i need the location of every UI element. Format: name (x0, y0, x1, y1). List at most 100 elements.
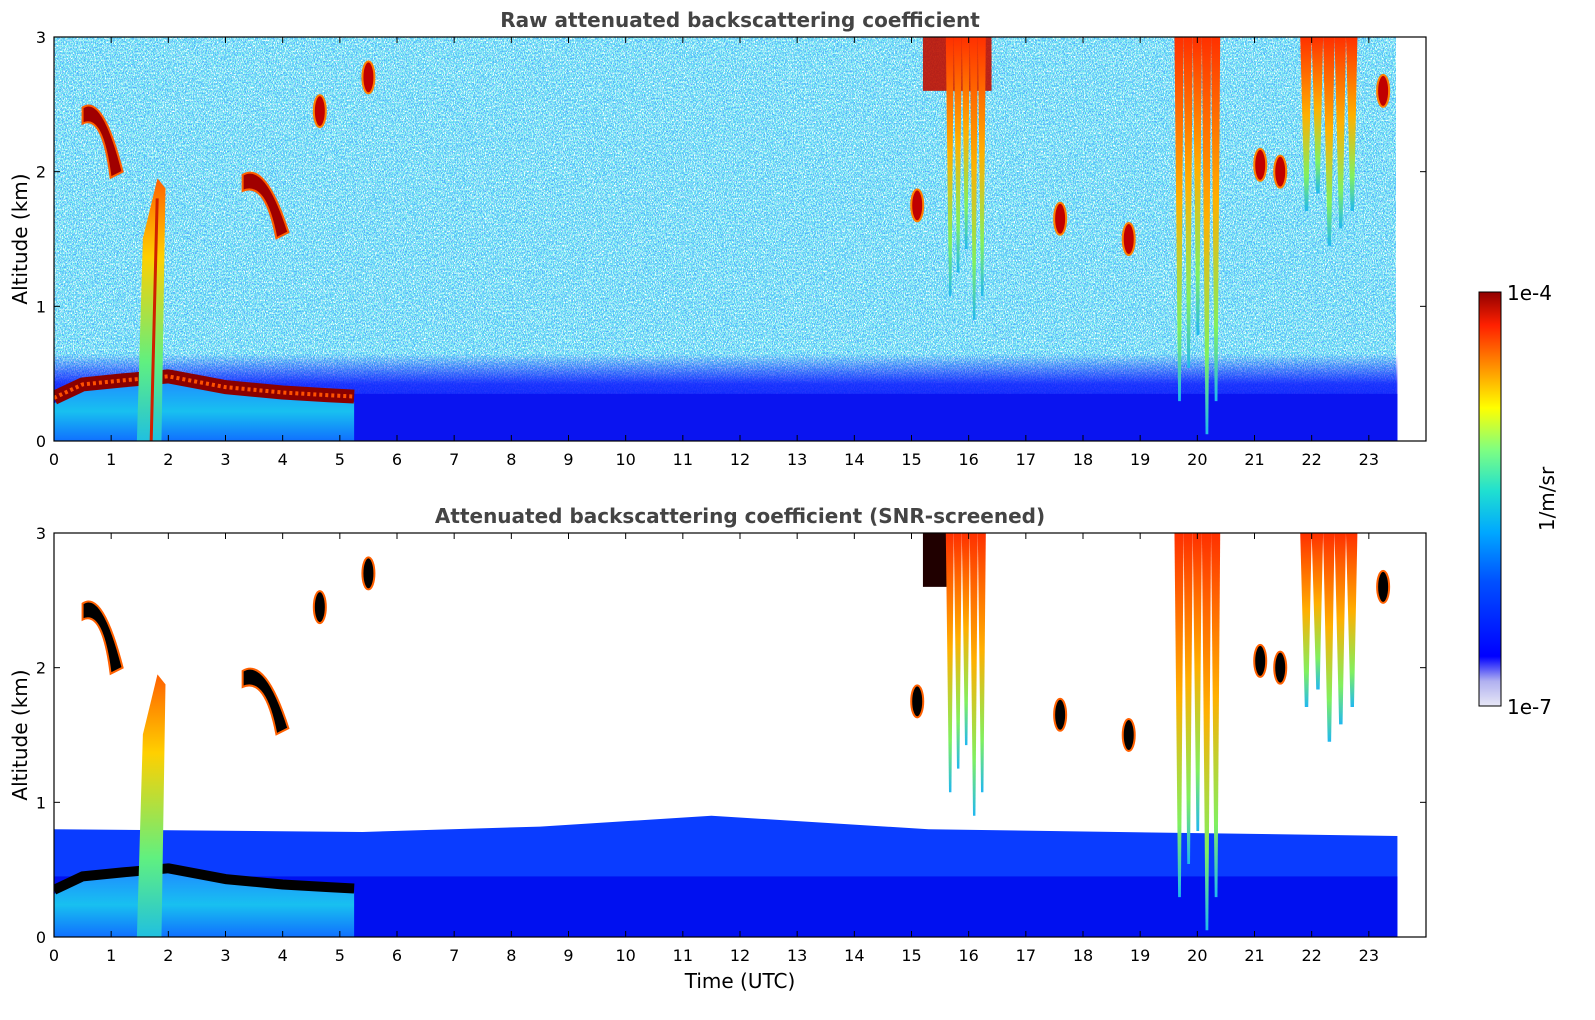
snr-screened-panel: Attenuated backscattering coefficient (S… (8, 504, 1427, 993)
bottom-x-tick-label: 23 (1359, 946, 1379, 965)
bottom-cloud-patch (910, 684, 925, 719)
top-cloud-layer (241, 171, 290, 240)
top-cloud-patch (1253, 147, 1268, 182)
top-y-tick-label: 2 (36, 163, 46, 182)
top-x-tick-label: 1 (106, 450, 116, 469)
bottom-y-axis-label: Altitude (km) (8, 669, 32, 800)
bottom-x-tick-label: 0 (49, 946, 59, 965)
bottom-y-tick-label: 2 (36, 659, 46, 678)
bottom-virga-streak (969, 533, 978, 816)
bottom-cloud-patch (1253, 643, 1268, 678)
top-cloud-patch (1273, 154, 1288, 189)
bottom-virga-streak (1311, 533, 1324, 690)
bottom-panel-title: Attenuated backscattering coefficient (S… (435, 504, 1045, 528)
top-virga-streak (1174, 37, 1184, 402)
bottom-precipitation-column (136, 674, 166, 937)
top-y-tick-label: 0 (36, 432, 46, 451)
bottom-cloud-patch (1273, 650, 1288, 685)
colorbar-gradient (1478, 291, 1502, 707)
bottom-x-tick-label: 19 (1130, 946, 1150, 965)
colorbar-min-label: 1e-7 (1507, 695, 1552, 719)
top-virga-streak (969, 37, 978, 320)
bottom-x-tick-label: 10 (615, 946, 635, 965)
bottom-virga-streak (953, 533, 962, 769)
bottom-x-tick-label: 20 (1187, 946, 1207, 965)
top-virga-streak (945, 37, 954, 297)
top-cloud-patch (1053, 201, 1068, 236)
top-cloud-patch (1376, 73, 1391, 108)
top-virga-streak (961, 37, 970, 250)
top-x-tick-label: 5 (335, 450, 345, 469)
top-virga-streak (1300, 37, 1312, 211)
bottom-cloud-patch (361, 556, 376, 591)
top-boundary-layer-aerosol (54, 381, 355, 441)
top-x-tick-label: 3 (220, 450, 230, 469)
top-virga-streak (1201, 37, 1212, 435)
bottom-virga-streak (961, 533, 970, 746)
x-axis-label: Time (UTC) (684, 969, 796, 993)
top-virga-streak (1311, 37, 1324, 194)
top-panel-title: Raw attenuated backscattering coefficien… (500, 8, 980, 32)
top-no-data-region (1397, 37, 1426, 441)
bottom-x-tick-label: 14 (844, 946, 864, 965)
colorbar-max-label: 1e-4 (1507, 281, 1552, 305)
top-x-tick-label: 11 (673, 450, 693, 469)
top-x-tick-label: 8 (506, 450, 516, 469)
bottom-virga-streak (945, 533, 954, 793)
bottom-cloud-layer (81, 600, 124, 676)
top-y-tick-label: 1 (36, 297, 46, 316)
top-x-tick-label: 19 (1130, 450, 1150, 469)
top-x-tick-label: 14 (844, 450, 864, 469)
bottom-virga-streak (977, 533, 986, 793)
top-virga-streak (1334, 37, 1346, 229)
top-x-tick-label: 22 (1301, 450, 1321, 469)
top-virga-streak (977, 37, 986, 297)
bottom-y-tick-label: 0 (36, 928, 46, 947)
top-virga-streak (1183, 37, 1193, 369)
top-precipitation-core (149, 198, 159, 441)
top-boundary-layer-top-highlight (54, 374, 355, 400)
bottom-x-tick-label: 7 (449, 946, 459, 965)
bottom-x-tick-label: 22 (1301, 946, 1321, 965)
top-x-tick-label: 6 (392, 450, 402, 469)
bottom-x-tick-label: 17 (1016, 946, 1036, 965)
top-precipitation-column (136, 178, 166, 441)
top-x-tick-label: 4 (278, 450, 288, 469)
bottom-virga-streak (1174, 533, 1184, 898)
bottom-virga-streak (1323, 533, 1335, 742)
bottom-x-tick-label: 21 (1244, 946, 1264, 965)
bottom-x-tick-label: 6 (392, 946, 402, 965)
top-x-tick-label: 10 (615, 450, 635, 469)
top-y-axis-label: Altitude (km) (8, 173, 32, 304)
top-y-tick-label: 3 (36, 28, 46, 47)
top-cloud-patch (312, 94, 327, 129)
bottom-heatmap-field (54, 533, 1426, 937)
bottom-x-tick-label: 16 (958, 946, 978, 965)
bottom-cloud-patch (312, 590, 327, 625)
bottom-y-tick-label: 3 (36, 524, 46, 543)
bottom-virga-streak (1201, 533, 1212, 931)
top-x-tick-label: 21 (1244, 450, 1264, 469)
top-virga-streak (1211, 37, 1221, 402)
bottom-x-tick-label: 12 (730, 946, 750, 965)
top-virga-streak (1345, 37, 1358, 211)
top-virga-streak (1192, 37, 1202, 335)
top-x-tick-label: 18 (1073, 450, 1093, 469)
bottom-x-tick-label: 11 (673, 946, 693, 965)
bottom-cloud-patch (1121, 718, 1136, 752)
bottom-x-tick-label: 4 (278, 946, 288, 965)
top-x-tick-label: 16 (958, 450, 978, 469)
raw-backscatter-panel: Raw attenuated backscattering coefficien… (8, 8, 1427, 469)
top-x-tick-label: 2 (163, 450, 173, 469)
top-cloud-layer (81, 104, 124, 180)
bottom-x-tick-label: 5 (335, 946, 345, 965)
top-x-tick-label: 7 (449, 450, 459, 469)
top-x-tick-label: 20 (1187, 450, 1207, 469)
top-x-tick-label: 9 (563, 450, 573, 469)
top-virga-streak (953, 37, 962, 273)
bottom-x-tick-label: 9 (563, 946, 573, 965)
top-cloud-patch (361, 60, 376, 95)
top-x-tick-label: 0 (49, 450, 59, 469)
bottom-virga-streak (1192, 533, 1202, 831)
